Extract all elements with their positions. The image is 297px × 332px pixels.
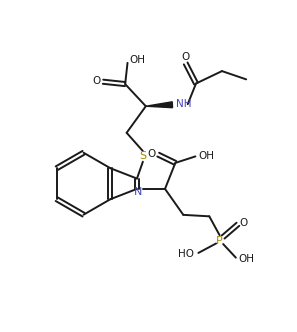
Text: P: P bbox=[216, 235, 223, 246]
Text: O: O bbox=[181, 52, 190, 62]
Text: O: O bbox=[92, 76, 101, 86]
Polygon shape bbox=[146, 102, 173, 108]
Text: OH: OH bbox=[129, 55, 145, 65]
Text: HO: HO bbox=[178, 249, 194, 259]
Text: O: O bbox=[239, 218, 247, 228]
Text: NH: NH bbox=[176, 99, 191, 109]
Text: S: S bbox=[139, 151, 146, 161]
Text: OH: OH bbox=[198, 151, 214, 161]
Text: OH: OH bbox=[238, 254, 254, 264]
Text: O: O bbox=[148, 149, 156, 159]
Text: N: N bbox=[134, 188, 143, 198]
